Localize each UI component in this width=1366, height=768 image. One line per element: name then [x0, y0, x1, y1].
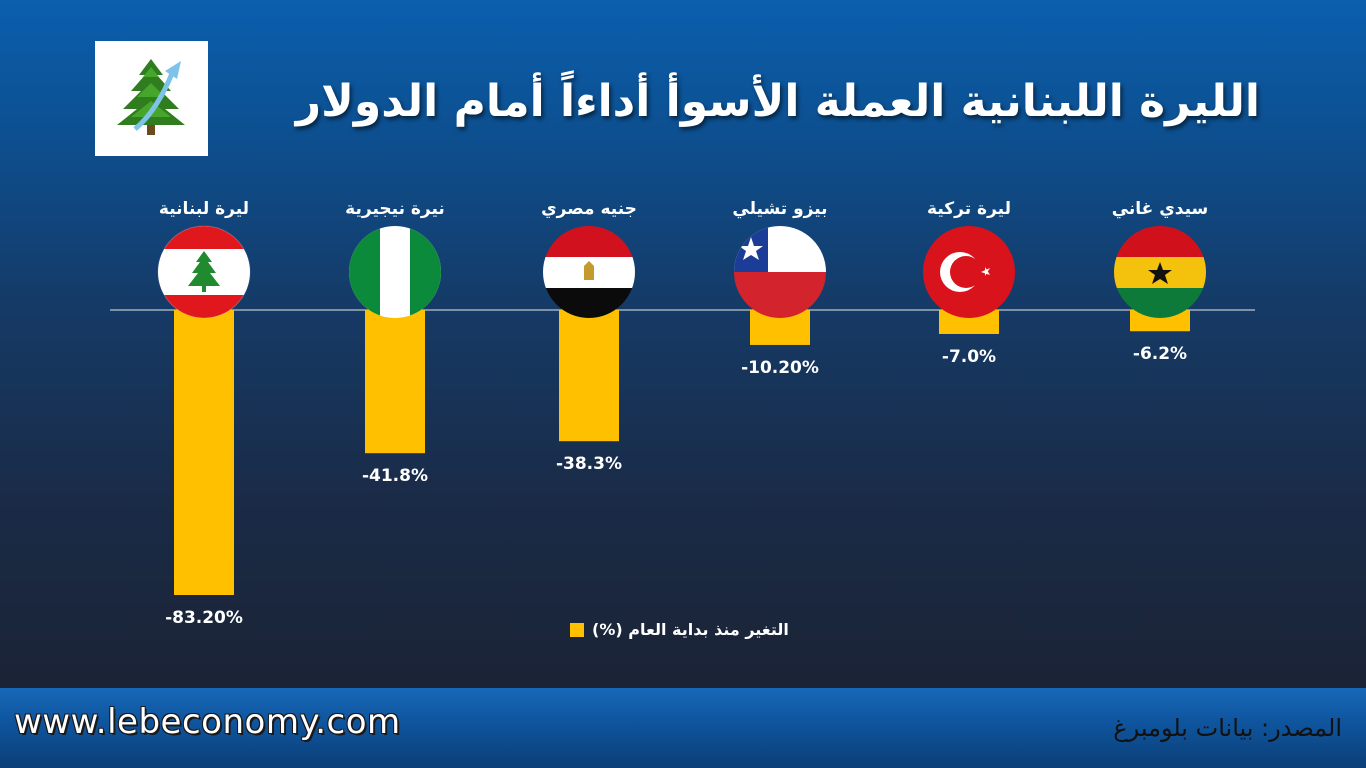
value-label: -10.20% [741, 358, 819, 378]
ghana-flag-icon [1114, 226, 1206, 318]
bar-1 [365, 310, 425, 454]
legend-swatch [570, 622, 584, 637]
source-note: المصدر: بيانات بلومبرغ [1113, 714, 1342, 742]
value-label: -7.0% [942, 347, 996, 367]
chart-legend: التغير منذ بداية العام (%) [570, 620, 789, 639]
page-title: الليرة اللبنانية العملة الأسوأ أداءاً أم… [295, 76, 1260, 127]
category-label: بيزو تشيلي [732, 199, 827, 219]
cedar-tree-with-rising-arrow-icon [117, 59, 185, 135]
legend-label: التغير منذ بداية العام (%) [592, 620, 789, 639]
bar-0 [174, 310, 234, 595]
bar-2 [559, 310, 619, 442]
logo [95, 41, 208, 156]
bar-4 [939, 310, 999, 334]
category-label: ليرة لبنانية [159, 199, 249, 219]
value-label: -6.2% [1133, 344, 1187, 364]
chile-flag-icon [734, 226, 826, 318]
egypt-flag-icon [543, 226, 635, 318]
value-label: -38.3% [556, 454, 622, 474]
footer-bar [0, 688, 1366, 768]
bar-chart: -83.20% ليرة لبنانية -41.8% نيرة نيجيرية -38… [110, 199, 1255, 628]
category-label: نيرة نيجيرية [345, 199, 445, 219]
website-link[interactable]: www.lebeconomy.com [14, 702, 401, 742]
nigeria-flag-icon [349, 226, 441, 318]
bars-group [174, 310, 1190, 595]
value-label: -83.20% [165, 608, 243, 628]
value-label: -41.8% [362, 466, 428, 486]
category-label: جنيه مصري [541, 199, 637, 219]
category-label: سيدي غاني [1112, 199, 1209, 219]
turkey-flag-icon [923, 226, 1015, 318]
category-label: ليرة تركية [927, 199, 1011, 219]
